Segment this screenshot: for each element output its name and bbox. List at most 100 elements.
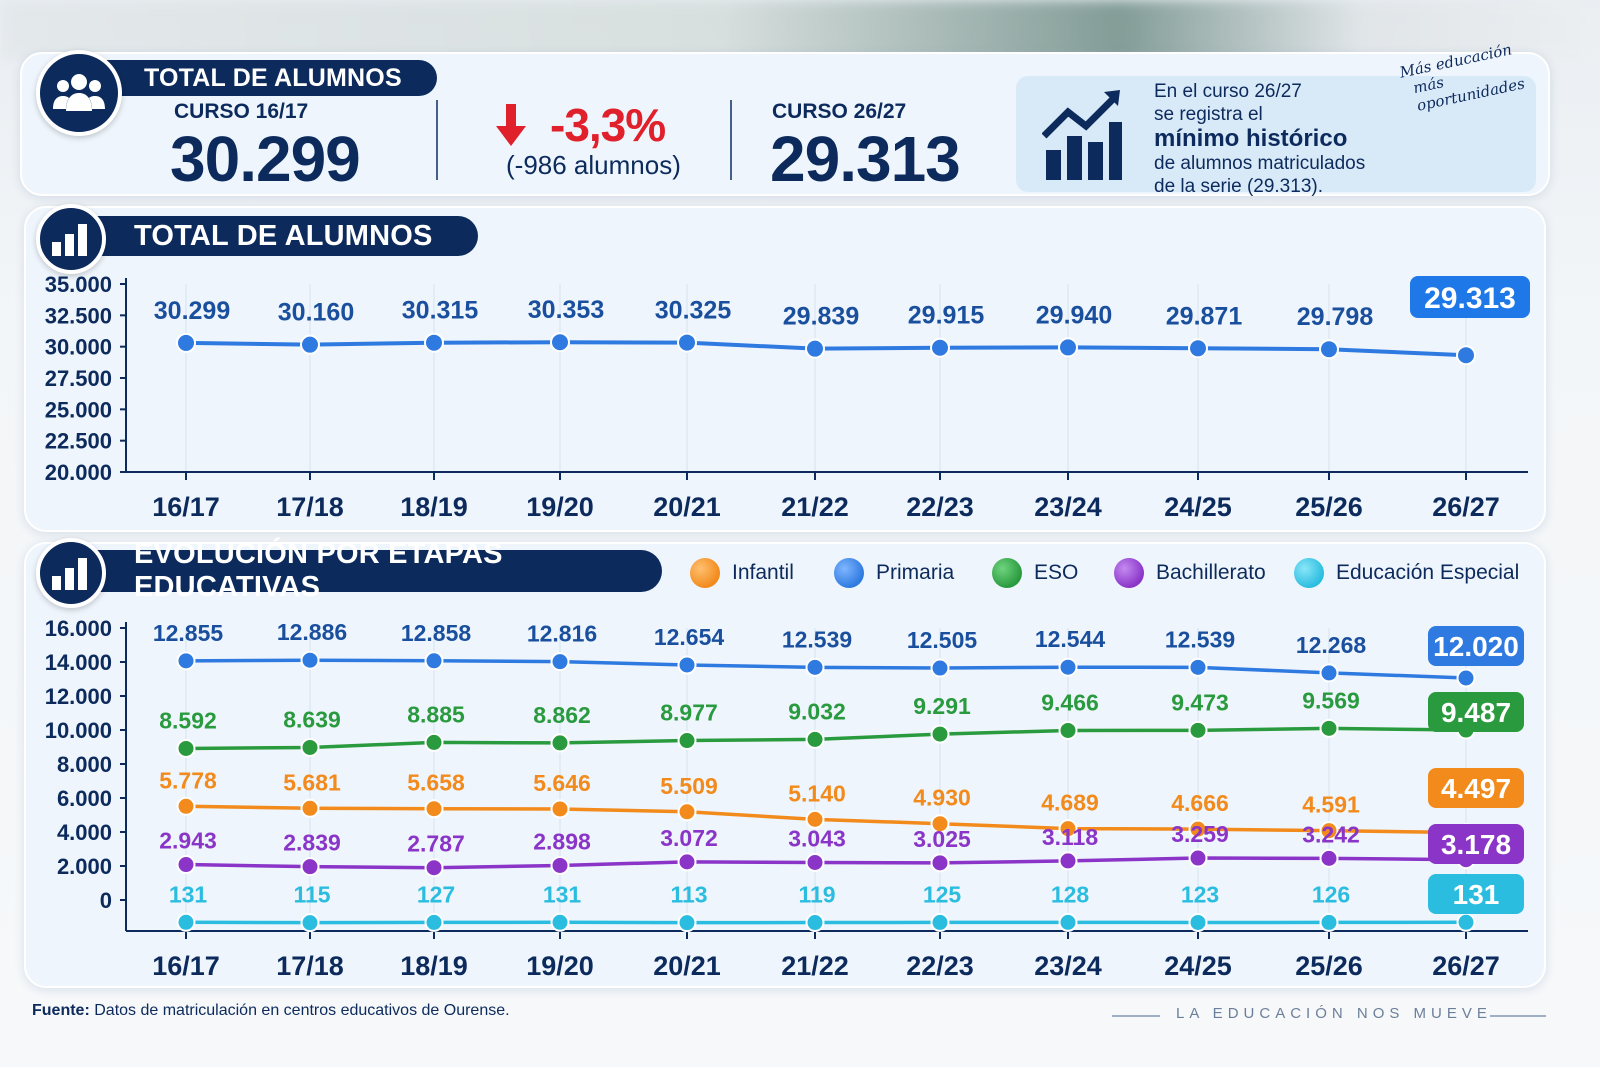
background-photo bbox=[0, 0, 1600, 60]
change-absolute: (-986 alumnos) bbox=[506, 150, 681, 180]
y-tick-label: 12.000 bbox=[45, 684, 112, 709]
data-label-educaci-n-especial: 119 bbox=[798, 882, 835, 908]
stages-chart-title-pill: EVOLUCIÓN POR ETAPAS EDUCATIVAS bbox=[92, 538, 662, 603]
data-label-primaria: 12.539 bbox=[1165, 626, 1235, 652]
total-point bbox=[677, 332, 697, 353]
stages-chart-card bbox=[24, 542, 1546, 988]
legend-dot-bachillerato bbox=[1114, 558, 1144, 588]
y-tick-label: 35.000 bbox=[45, 272, 112, 297]
y-tick-label: 27.500 bbox=[45, 366, 112, 391]
footer-line-right bbox=[1490, 1015, 1546, 1017]
point-educaci-n-especial bbox=[300, 913, 320, 933]
note-line-3: de alumnos matriculados bbox=[1154, 153, 1366, 174]
series-line-primaria bbox=[185, 658, 1467, 680]
y-tick-label: 20.000 bbox=[45, 460, 112, 485]
x-tick-label: 26/27 bbox=[1432, 492, 1500, 522]
total-data-label: 30.315 bbox=[402, 297, 479, 325]
point-eso bbox=[1188, 720, 1208, 740]
data-label-primaria: 12.544 bbox=[1035, 626, 1106, 652]
total-chart-title: TOTAL DE ALUMNOS bbox=[134, 219, 433, 252]
y-tick-label: 14.000 bbox=[45, 650, 112, 675]
data-label-bachillerato: 3.118 bbox=[1042, 824, 1098, 850]
legend-label-bachillerato: Bachillerato bbox=[1156, 561, 1266, 584]
total-last-label-box bbox=[1410, 276, 1530, 318]
data-label-primaria: 12.816 bbox=[527, 621, 597, 647]
x-tick-label: 25/26 bbox=[1295, 492, 1363, 522]
point-bachillerato bbox=[805, 852, 825, 872]
data-label-educaci-n-especial: 125 bbox=[923, 881, 962, 907]
total-point bbox=[424, 332, 444, 353]
legend-label-primaria: Primaria bbox=[876, 561, 955, 584]
point-primaria bbox=[300, 650, 320, 670]
data-label-primaria: 12.858 bbox=[401, 620, 472, 646]
data-label-eso: 9.473 bbox=[1171, 689, 1229, 715]
data-label-bachillerato: 3.242 bbox=[1302, 821, 1360, 847]
summary-title-pill: TOTAL DE ALUMNOS bbox=[92, 60, 437, 96]
data-label-educaci-n-especial: 115 bbox=[293, 882, 330, 908]
point-primaria bbox=[550, 652, 570, 672]
data-label-bachillerato: 3.025 bbox=[913, 826, 971, 852]
y-tick-label: 8.000 bbox=[57, 752, 112, 777]
y-tick-label: 22.500 bbox=[45, 429, 112, 454]
x-tick-label: 22/23 bbox=[906, 951, 974, 981]
data-label-bachillerato: 3.178 bbox=[1441, 829, 1511, 860]
x-tick-label: 22/23 bbox=[906, 492, 974, 522]
total-data-label: 29.915 bbox=[908, 302, 985, 330]
total-data-label: 30.353 bbox=[528, 296, 604, 324]
data-label-primaria: 12.505 bbox=[907, 627, 978, 653]
data-label-infantil: 5.140 bbox=[788, 780, 846, 806]
data-label-eso: 9.569 bbox=[1302, 687, 1360, 713]
x-tick-label: 17/18 bbox=[276, 951, 344, 981]
data-label-educaci-n-especial: 131 bbox=[1453, 879, 1500, 910]
y-tick-label: 2.000 bbox=[57, 854, 112, 879]
data-label-bachillerato: 2.839 bbox=[283, 830, 341, 856]
footer-line-left bbox=[1112, 1015, 1160, 1017]
point-educaci-n-especial bbox=[176, 912, 196, 932]
y-tick-label: 30.000 bbox=[45, 335, 112, 360]
data-label-infantil: 5.658 bbox=[407, 770, 465, 796]
summary-divider-1 bbox=[436, 100, 438, 180]
students-icon bbox=[36, 50, 122, 136]
total-point bbox=[300, 334, 320, 355]
data-label-primaria: 12.886 bbox=[277, 619, 347, 645]
point-infantil bbox=[300, 798, 320, 818]
down-arrow-icon bbox=[496, 104, 526, 146]
total-data-label: 30.299 bbox=[154, 297, 230, 325]
last-label-box-eso bbox=[1428, 692, 1524, 732]
point-educaci-n-especial bbox=[1456, 912, 1476, 932]
data-label-educaci-n-especial: 128 bbox=[1051, 881, 1090, 907]
point-eso bbox=[805, 729, 825, 749]
legend-dot-especial bbox=[1294, 558, 1324, 588]
data-label-infantil: 4.497 bbox=[1441, 773, 1511, 804]
x-tick-label: 25/26 bbox=[1295, 951, 1363, 981]
start-course-label: CURSO 16/17 bbox=[174, 100, 309, 123]
data-label-bachillerato: 3.043 bbox=[788, 825, 846, 851]
point-eso bbox=[930, 724, 950, 744]
people-icon bbox=[53, 74, 105, 111]
x-tick-label: 16/17 bbox=[152, 492, 220, 522]
x-tick-label: 24/25 bbox=[1164, 951, 1232, 981]
x-tick-label: 18/19 bbox=[400, 492, 468, 522]
y-tick-label: 4.000 bbox=[57, 820, 112, 845]
data-label-educaci-n-especial: 131 bbox=[543, 881, 582, 907]
point-bachillerato bbox=[930, 853, 950, 873]
data-label-primaria: 12.268 bbox=[1296, 632, 1367, 658]
legend-infantil: Infantil bbox=[690, 558, 794, 588]
x-tick-label: 24/25 bbox=[1164, 492, 1232, 522]
data-label-eso: 8.885 bbox=[407, 701, 465, 727]
total-point bbox=[176, 332, 196, 353]
point-bachillerato bbox=[1058, 851, 1078, 871]
total-point bbox=[805, 338, 825, 359]
point-primaria bbox=[1319, 663, 1339, 683]
end-course-label: CURSO 26/27 bbox=[772, 100, 907, 123]
bars-icon bbox=[52, 558, 87, 590]
data-label-infantil: 4.930 bbox=[913, 785, 971, 811]
total-point bbox=[1456, 345, 1476, 366]
data-label-primaria: 12.855 bbox=[153, 620, 224, 646]
legend-label-infantil: Infantil bbox=[732, 561, 794, 584]
point-educaci-n-especial bbox=[1058, 912, 1078, 932]
total-point bbox=[1188, 338, 1208, 359]
point-primaria bbox=[677, 655, 697, 675]
